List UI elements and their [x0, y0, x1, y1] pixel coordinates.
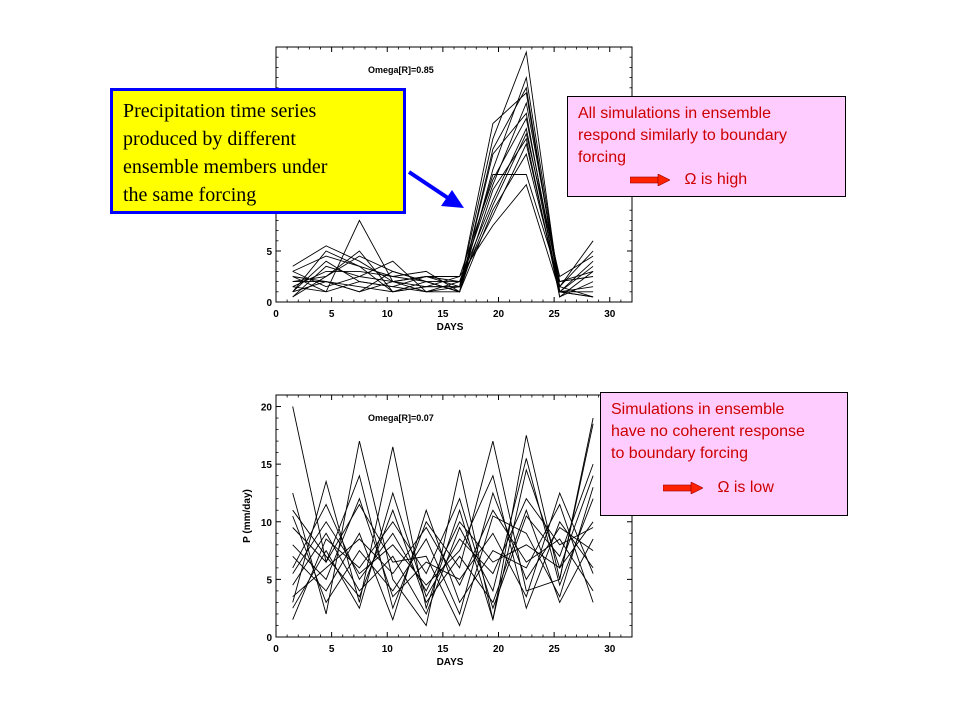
- top-chart-x-tick-label: 0: [273, 309, 279, 320]
- omega-low-line-2: have no coherent response: [611, 423, 805, 440]
- top-chart-x-tick-label: 10: [382, 309, 394, 320]
- bottom-chart-x-tick-label: 30: [604, 644, 616, 655]
- top-chart-x-tick-label: 5: [329, 309, 335, 320]
- bottom-chart-x-tick-label: 0: [273, 644, 279, 655]
- ensemble-note-line-3: ensemble members under: [123, 156, 328, 178]
- top-chart-x-tick-label: 20: [493, 309, 505, 320]
- top-chart-x-tick-label: 30: [604, 309, 616, 320]
- omega-low-line-1: Simulations in ensemble: [611, 401, 785, 418]
- ensemble-note-line-4: the same forcing: [123, 184, 257, 206]
- bottom-chart-y-tick-label: 20: [261, 403, 273, 414]
- bottom-chart-y-axis-label: P (mm/day): [242, 489, 253, 543]
- top-chart-series-line-14: [292, 183, 594, 293]
- omega-high-result-row: Ω is high: [578, 169, 835, 191]
- top-chart-series-line-9: [292, 132, 594, 293]
- bottom-chart-y-tick-label: 0: [266, 633, 272, 644]
- omega-high-line-2: respond similarly to boundary: [578, 127, 787, 144]
- red-right-arrow-icon: [630, 173, 670, 186]
- omega-low-result: Ω is low: [717, 479, 774, 496]
- omega-high-callout: All simulations in ensemble respond simi…: [567, 96, 846, 197]
- bottom-chart-series-line-1: [292, 406, 594, 610]
- top-chart-y-tick-label: 5: [266, 247, 272, 258]
- top-chart-y-tick-label: 0: [266, 298, 272, 309]
- bottom-chart-x-tick-label: 20: [493, 644, 505, 655]
- bottom-chart-series-line-2: [292, 423, 594, 627]
- top-chart-x-tick-label: 25: [549, 309, 561, 320]
- omega-high-line-3: forcing: [578, 149, 627, 166]
- bottom-chart-x-tick-label: 25: [549, 644, 561, 655]
- bottom-chart-series-line-3: [292, 446, 594, 622]
- omega-low-callout: Simulations in ensemble have no coherent…: [600, 392, 848, 516]
- bottom-chart-y-tick-label: 5: [266, 575, 272, 586]
- bottom-chart-x-axis-label: DAYS: [437, 657, 464, 668]
- omega-high-line-1: All simulations in ensemble: [578, 105, 771, 122]
- bottom-chart-series-line-14: [292, 508, 594, 604]
- top-chart-x-axis-label: DAYS: [437, 322, 464, 333]
- ensemble-note-line-2: produced by different: [123, 128, 296, 150]
- bottom-chart-x-tick-label: 15: [437, 644, 449, 655]
- ensemble-note-line-1: Precipitation time series: [123, 100, 317, 122]
- bottom-chart-series-line-11: [292, 491, 594, 598]
- omega-high-result: Ω is high: [684, 171, 748, 188]
- bottom-chart-y-tick-label: 15: [261, 460, 273, 471]
- blue-pointer-arrow-shaft: [407, 170, 450, 200]
- omega-low-result-row: Ω is low: [611, 477, 837, 499]
- bottom-chart-series-line-7: [292, 503, 594, 622]
- bottom-chart-series-line-13: [292, 509, 594, 598]
- red-right-arrow-icon: [663, 481, 703, 494]
- blue-pointer-arrow-icon: [441, 190, 464, 208]
- bottom-chart-omega-annotation: Omega[R]=0.07: [368, 413, 434, 423]
- ensemble-note-callout: Precipitation time series produced by di…: [110, 88, 406, 214]
- bottom-chart-x-tick-label: 5: [329, 644, 335, 655]
- bottom-chart-x-tick-label: 10: [382, 644, 394, 655]
- bottom-chart-y-tick-label: 10: [261, 518, 273, 529]
- top-chart-x-tick-label: 15: [437, 309, 449, 320]
- top-chart-series-line-5: [292, 101, 594, 293]
- top-chart-omega-annotation: Omega[R]=0.85: [368, 65, 434, 75]
- bottom-chart-series-line-5: [292, 487, 594, 627]
- omega-low-line-3: to boundary forcing: [611, 445, 748, 462]
